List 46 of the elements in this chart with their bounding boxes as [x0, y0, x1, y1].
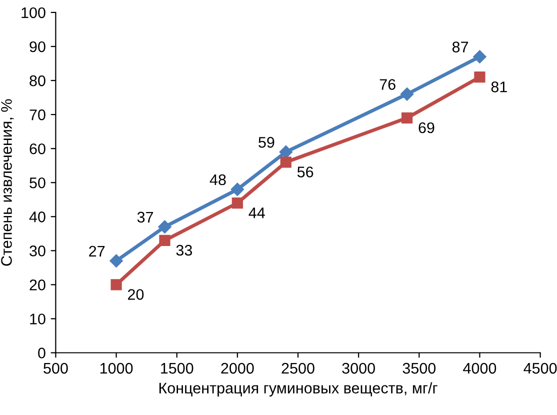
point: [474, 72, 486, 83]
y-tick-label: 80: [30, 75, 46, 86]
y-axis-title: Степень извлечения, %: [1, 99, 14, 266]
data-label: 27: [89, 246, 105, 256]
x-tick-label: 1500: [161, 362, 194, 374]
data-label: 44: [248, 208, 265, 218]
data-label: 37: [137, 212, 154, 223]
y-tick-label: 50: [30, 177, 46, 188]
point: [279, 145, 292, 159]
x-tick-label: 3000: [342, 362, 375, 374]
x-tick-label: 1000: [100, 362, 133, 374]
point: [110, 254, 123, 268]
y-tick-label: 20: [30, 280, 46, 290]
y-tick-label: 100: [22, 7, 46, 18]
data-label: 87: [452, 42, 468, 52]
point: [401, 112, 413, 124]
point: [280, 156, 292, 168]
point: [158, 220, 172, 234]
y-tick-label: 0: [38, 348, 46, 358]
x-tick-label: 4500: [524, 362, 557, 374]
data-label: 33: [176, 244, 192, 256]
x-tick-label: 4000: [463, 362, 496, 374]
data-label: 69: [418, 122, 434, 134]
point: [232, 197, 243, 209]
point: [159, 234, 170, 246]
y-tick-label: 90: [30, 41, 46, 52]
data-label: 81: [491, 82, 507, 92]
x-tick-label: 500: [44, 362, 68, 374]
y-tick-label: 60: [30, 143, 46, 154]
point: [230, 182, 244, 196]
x-tick-label: 3500: [402, 362, 436, 374]
point: [473, 50, 486, 64]
x-axis-title: Концентрация гуминовых веществ, мг/г: [159, 382, 438, 397]
y-tick-label: 10: [30, 314, 46, 324]
y-tick-label: 40: [29, 212, 46, 222]
data-label: 56: [297, 166, 314, 178]
x-tick-label: 2000: [221, 362, 254, 374]
data-label: 76: [380, 79, 396, 90]
point: [400, 88, 414, 101]
x-tick-label: 2500: [282, 362, 314, 374]
y-tick-label: 30: [30, 246, 46, 256]
data-label: 59: [258, 136, 274, 148]
y-tick-label: 70: [30, 109, 46, 120]
point: [110, 279, 122, 290]
data-label: 20: [128, 289, 144, 300]
data-label: 48: [210, 174, 226, 186]
